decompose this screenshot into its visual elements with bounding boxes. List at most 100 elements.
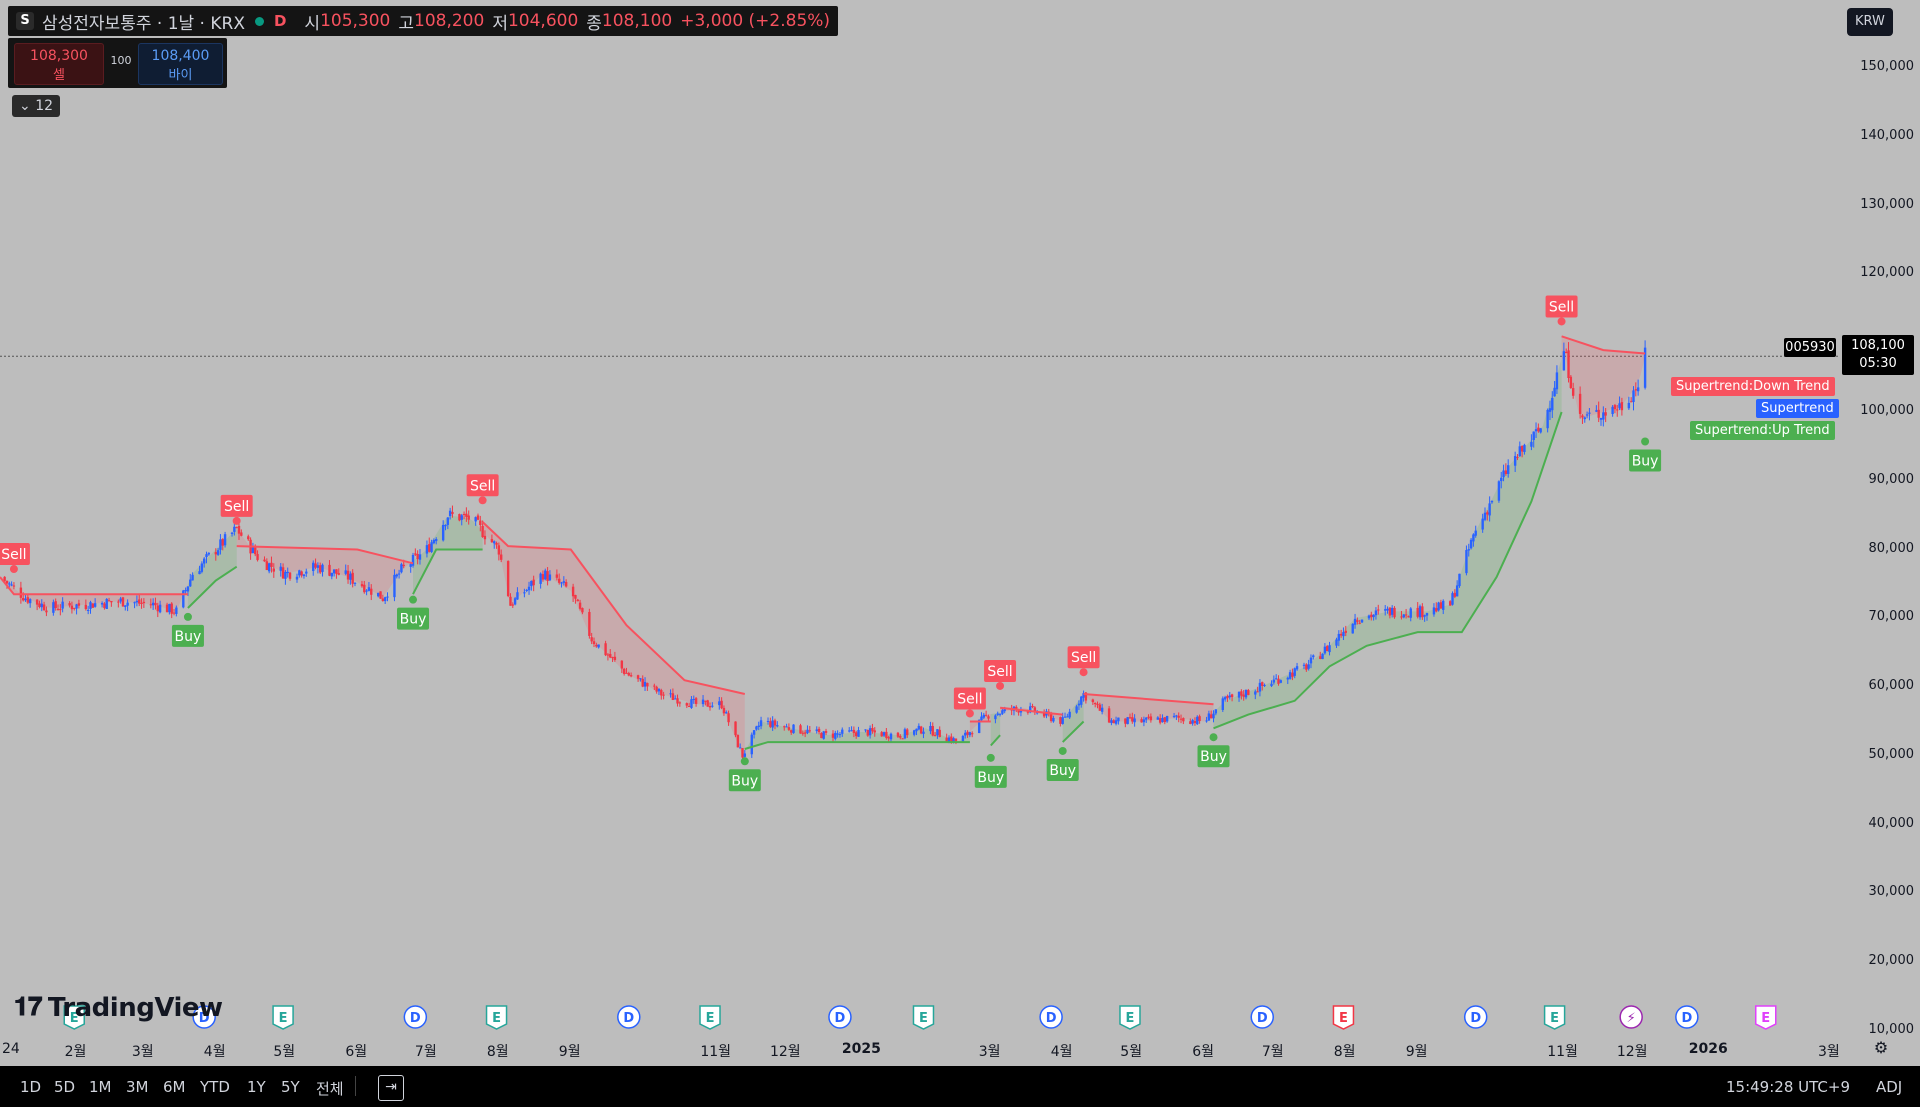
event-marker-label: D [1046,1011,1057,1026]
timeframe-1m-button[interactable]: 1M [89,1078,112,1096]
candle-body [546,571,549,581]
event-marker-label: E [492,1011,501,1026]
candle-body [117,601,120,603]
candle-body [35,599,39,605]
candle-body [994,715,997,720]
timeframe-5d-button[interactable]: 5D [54,1078,76,1096]
timeframe-ytd-button[interactable]: YTD [200,1078,230,1096]
candle-body [1319,656,1322,659]
symbol-title[interactable]: 삼성전자보통주 · 1날 · KRX [42,13,245,34]
sell-signal-label: Sell [957,691,982,707]
earnings-event-icon [63,1005,85,1030]
candle-body [588,611,591,636]
candle-body [954,738,958,742]
candle-body [560,582,563,584]
candle-body [86,609,90,611]
gear-icon[interactable]: ⚙ [1873,1038,1889,1057]
goto-date-icon[interactable]: ⇥ [378,1075,404,1101]
candle-body [444,524,447,527]
toolbar-divider [355,1076,356,1096]
candle-body [154,602,157,606]
candle-body [89,602,92,609]
timeframe-1d-button[interactable]: 1D [20,1078,42,1096]
indicator-count: 12 [35,98,54,114]
clock[interactable]: 15:49:28 UTC+9 [1726,1078,1850,1096]
time-tick-label: 6월 [345,1044,368,1060]
candle-body [1223,697,1227,700]
candle-body [808,730,811,732]
candle-body [711,705,714,707]
candle-body [1112,720,1115,724]
adjust-button[interactable]: ADJ [1876,1078,1903,1096]
candle-body [1356,620,1359,622]
candle-body [1242,694,1245,697]
candle-body [1082,693,1085,698]
candle-body [28,599,32,604]
candle-body [750,734,753,755]
timeframe-all-button[interactable]: 전체 [316,1080,344,1098]
candle-body [641,678,644,687]
candle-body [1182,718,1185,722]
buy-signal-label: Buy [1632,454,1659,470]
event-marker-label: ⚡ [1627,1011,1636,1026]
symbol-legend[interactable]: S 삼성전자보통주 · 1날 · KRX D 시 105,300 고 108,200… [8,6,839,36]
candle-body [68,603,71,606]
candle-body [1274,678,1278,680]
candle-body [1207,713,1211,721]
candle-body [1117,717,1120,722]
currency-button[interactable]: KRW [1847,8,1893,36]
candle-body [367,587,371,591]
candle-body [1367,615,1371,619]
candle-body [300,571,303,576]
timeframe-5y-button[interactable]: 5Y [281,1078,300,1096]
quantity-value[interactable]: 100 [110,54,132,67]
candle-body [133,602,136,604]
price-axis[interactable]: 10,000 20,000 30,000 40,000 50,000 60,000 70,0… [1840,0,1920,1066]
candle-body [247,536,250,540]
earnings-event-icon [1543,1005,1566,1030]
buy-button[interactable]: 108,400 바이 [138,43,223,85]
candle-body [467,515,470,520]
candle-body [1370,614,1373,618]
timeframe-3m-button[interactable]: 3M [126,1078,149,1096]
candle-body [722,707,726,714]
earnings-event-icon [485,1005,508,1030]
candle-body [1442,600,1445,610]
timeframe-6m-button[interactable]: 6M [163,1078,186,1096]
candle-body [1344,630,1347,633]
candle-body [302,574,306,577]
candle-body [841,729,844,734]
tradingview-logo[interactable]: 𝟏𝟕 TradingView [14,992,223,1023]
candle-body [864,729,867,731]
candle-body [950,736,953,742]
bar-countdown: 05:30 [1859,356,1897,371]
candle-body [1539,428,1542,433]
candle-body [184,590,187,592]
candle-body [850,730,853,732]
sell-signal-box [0,543,30,566]
candle-body [140,602,143,604]
candle-body [1063,716,1067,718]
candle-body [189,579,192,587]
supertrend-down-fill [969,714,991,732]
indicators-toggle-button[interactable]: ⌄ 12 [12,95,61,117]
dividend-event-icon [1675,1005,1699,1029]
candle-body [1226,696,1229,699]
sell-signal-label: Sell [1071,650,1096,666]
candle-body [321,564,324,572]
chart-pane[interactable]: Sell Buy Sell Buy Sell Buy Sell Buy Sell Buy Sell B… [0,0,1840,1066]
candle-body [370,588,373,595]
candle-body [1305,664,1308,670]
candle-body [998,713,1002,715]
candle-body [947,737,951,743]
candle-body [240,532,243,536]
timeframe-1y-button[interactable]: 1Y [247,1078,266,1096]
candle-body [312,562,315,572]
candle-body [1534,429,1538,432]
candle-body [725,712,728,714]
price-chart-svg[interactable]: Sell Buy Sell Buy Sell Buy Sell Buy Sell Buy Sell B… [0,0,1840,1066]
sell-button[interactable]: 108,300 셀 [14,43,104,85]
candle-body [1423,615,1426,617]
candle-body [527,586,531,591]
candle-body [1372,614,1375,618]
